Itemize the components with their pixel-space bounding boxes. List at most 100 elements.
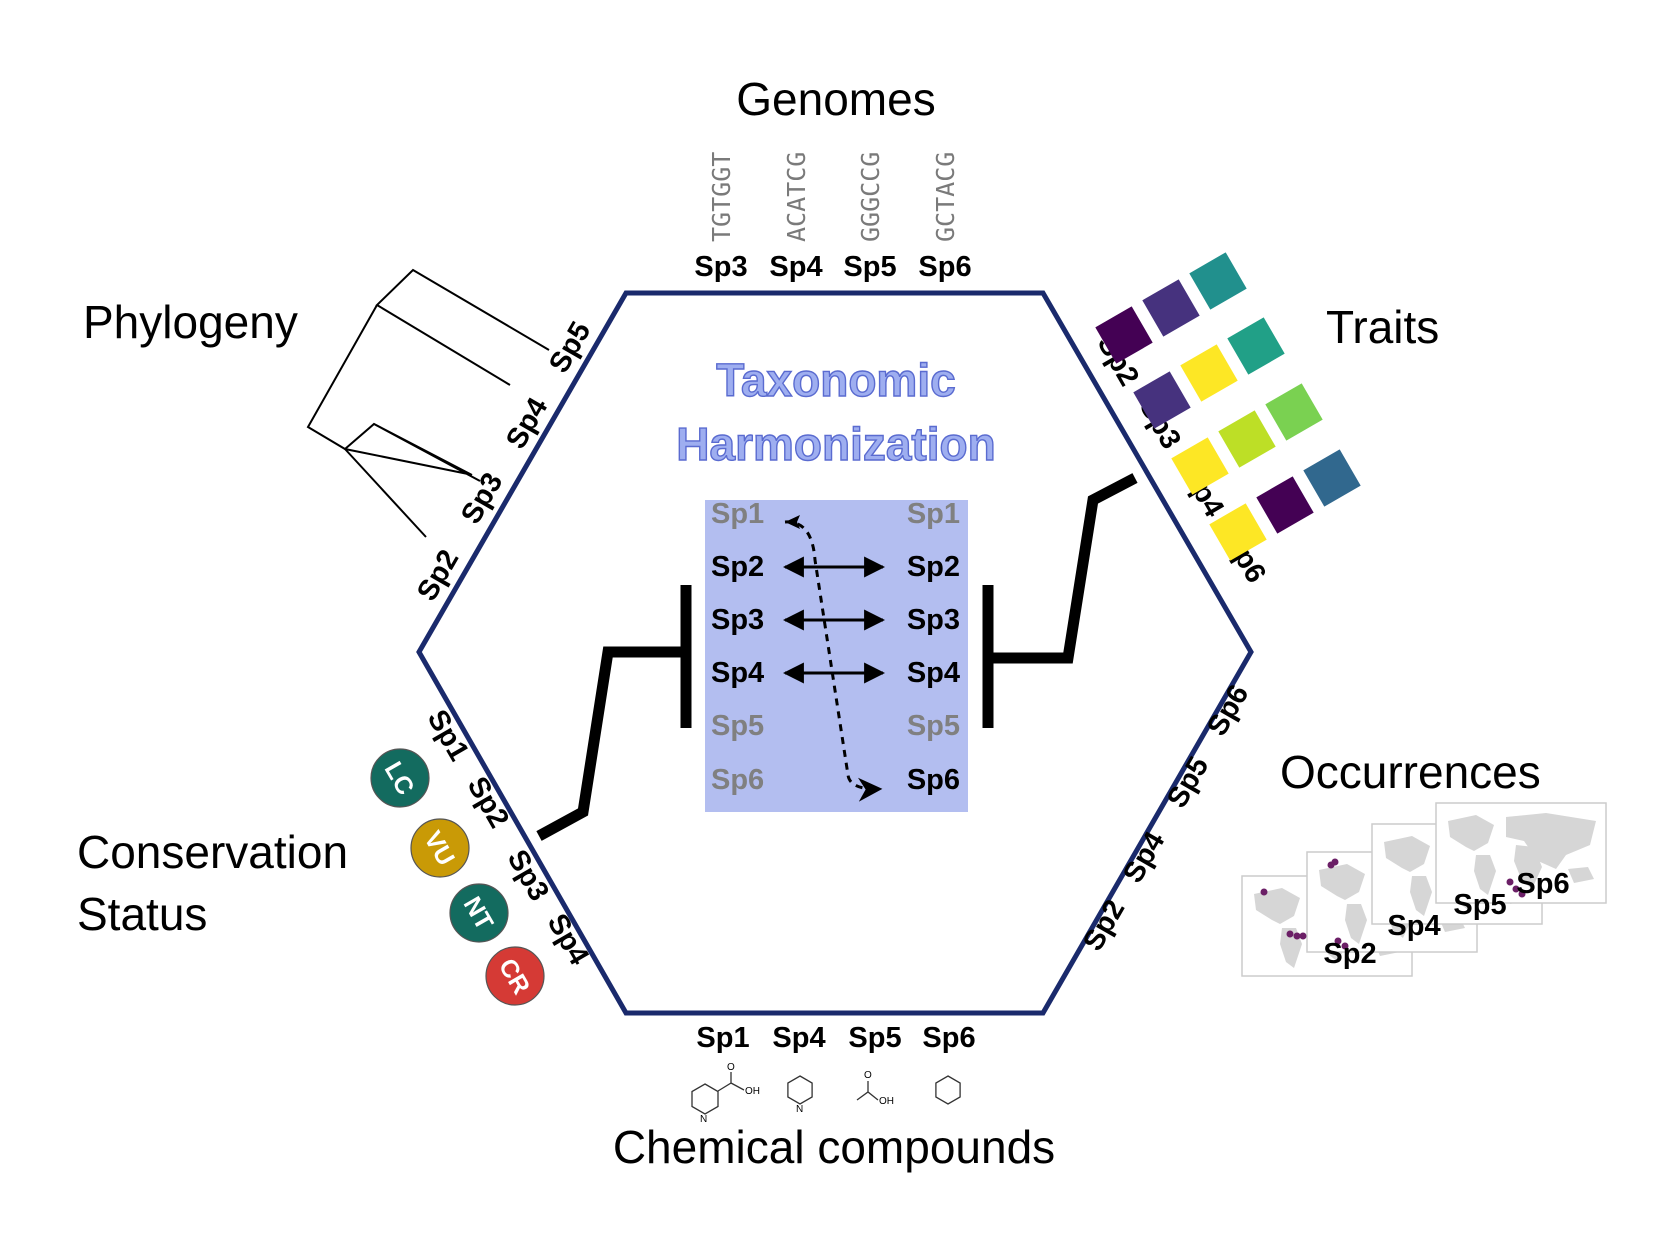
occurrence-species-sp4: Sp4 xyxy=(1387,910,1440,942)
conservation-species-sp4: Sp4 xyxy=(541,908,595,970)
chemical-species-sp1: Sp1 xyxy=(696,1022,749,1054)
chemical-species-sp4: Sp4 xyxy=(772,1022,825,1054)
occurrence-species-sp5: Sp5 xyxy=(1453,889,1506,921)
right-species-3: Sp3 xyxy=(907,604,960,636)
chemical-species-sp5: Sp5 xyxy=(848,1022,901,1054)
left-species-1: Sp1 xyxy=(711,498,764,530)
chemical-species-sp6: Sp6 xyxy=(922,1022,975,1054)
trait-cell-1-3 xyxy=(1189,252,1247,310)
right-species-5: Sp5 xyxy=(907,710,960,742)
traits-title: Traits xyxy=(1326,301,1439,353)
occurrence-point xyxy=(1506,878,1514,886)
phylogeny-title: Phylogeny xyxy=(83,296,298,348)
edge-occurrence-species-sp2: Sp2 xyxy=(1077,894,1131,956)
atom-label-1: O xyxy=(727,1062,735,1073)
occurrence-point xyxy=(1518,890,1526,898)
atom-label-5: O xyxy=(864,1070,872,1081)
edge-occurrence-species-sp5: Sp5 xyxy=(1161,751,1215,813)
genome-species-sp4: Sp4 xyxy=(769,251,822,283)
edge-occurrence-species-sp6: Sp6 xyxy=(1201,679,1255,741)
genome-species-sp6: Sp6 xyxy=(918,251,971,283)
harmonization-rows: Sp1 Sp2 Sp3 Sp4 Sp5 Sp6 Sp1 Sp2 Sp3 Sp4 Sp5 Sp6 xyxy=(711,498,960,802)
left-species-5: Sp5 xyxy=(711,710,764,742)
genome-species-sp5: Sp5 xyxy=(843,251,896,283)
center-title-line2: Harmonization xyxy=(676,418,995,470)
left-species-6: Sp6 xyxy=(711,764,764,796)
left-connector xyxy=(536,585,692,841)
conservation-title-line1: Conservation xyxy=(77,826,348,878)
trait-cell-3-2 xyxy=(1218,410,1276,468)
trait-cell-4-2 xyxy=(1256,476,1314,534)
genome-sequence-3: GGGCCG xyxy=(856,152,885,242)
trait-cell-4-1 xyxy=(1209,503,1267,561)
sp1-arrowhead xyxy=(785,515,800,529)
occurrence-map-1 xyxy=(1435,802,1607,904)
genome-sequence-2: ACATCG xyxy=(782,152,811,242)
conservation-species-sp3: Sp3 xyxy=(501,844,555,906)
conservation-species-sp1: Sp1 xyxy=(421,704,475,766)
right-species-6: Sp6 xyxy=(907,764,960,796)
status-badge-nt xyxy=(449,883,509,943)
occurrence-point xyxy=(1327,861,1335,869)
occurrence-species-sp6: Sp6 xyxy=(1516,868,1569,900)
traits-section: Sp2Sp3Sp4Sp6 xyxy=(1091,252,1361,589)
chemical-title: Chemical compounds xyxy=(613,1121,1055,1173)
trait-cell-4-3 xyxy=(1303,449,1361,507)
trait-cell-3-3 xyxy=(1265,383,1323,441)
status-badge-cr xyxy=(485,946,545,1006)
conservation-species-sp2: Sp2 xyxy=(461,771,515,833)
edge-occurrence-species-sp4: Sp4 xyxy=(1117,826,1171,888)
conservation-title-line2: Status xyxy=(77,888,207,940)
genomes-title: Genomes xyxy=(736,73,935,125)
benzene-ring xyxy=(935,1075,961,1105)
center-title-line1: Taxonomic xyxy=(716,354,955,406)
status-badge-vu xyxy=(410,818,470,878)
phylogeny-species-sp3: Sp3 xyxy=(455,467,509,529)
genome-species-sp3: Sp3 xyxy=(694,251,747,283)
phylogeny-species: Sp2 Sp3 Sp4 Sp5 xyxy=(411,316,597,606)
right-connector xyxy=(982,473,1138,728)
phylogeny-species-sp2: Sp2 xyxy=(411,544,465,606)
hexagon-outline xyxy=(416,290,1254,1016)
pyridine-ring xyxy=(787,1075,813,1105)
phylogeny-tree xyxy=(306,268,550,538)
left-species-3: Sp3 xyxy=(711,604,764,636)
occurrence-species-sp2: Sp2 xyxy=(1323,938,1376,970)
phylogeny-species-sp4: Sp4 xyxy=(500,392,554,454)
occurrence-point xyxy=(1299,932,1307,940)
occurrence-point xyxy=(1286,930,1294,938)
trait-cell-1-1 xyxy=(1095,306,1153,364)
genomes-section: Sp3 Sp4 Sp5 Sp6 TGTGGT ACATCG GGGCCG GCTACG xyxy=(694,152,971,283)
left-species-4: Sp4 xyxy=(711,657,764,689)
occurrences-title: Occurrences xyxy=(1280,746,1541,798)
trait-cell-2-1 xyxy=(1133,371,1191,429)
atom-label-4: N xyxy=(796,1104,803,1115)
trait-cell-1-2 xyxy=(1142,279,1200,337)
nicotinic-acid-ring xyxy=(691,1083,719,1115)
trait-cell-2-3 xyxy=(1227,317,1285,375)
occurrence-point xyxy=(1334,937,1342,945)
genome-sequence-1: TGTGGT xyxy=(707,152,736,242)
occurrences-section: Sp2 Sp4 Sp5 Sp6 Sp2 Sp4 Sp5 Sp6 xyxy=(1077,679,1607,977)
atom-label-2: OH xyxy=(745,1086,760,1097)
left-species-2: Sp2 xyxy=(711,551,764,583)
right-species-1: Sp1 xyxy=(907,498,960,530)
status-badge-lc xyxy=(370,748,430,808)
right-species-2: Sp2 xyxy=(907,551,960,583)
harmonization-box xyxy=(705,500,968,812)
trait-cell-2-2 xyxy=(1180,344,1238,402)
occurrence-point xyxy=(1260,888,1268,896)
genome-sequence-4: GCTACG xyxy=(931,152,960,242)
chemical-section: Sp1 Sp4 Sp5 Sp6 O OH N N O OH xyxy=(691,1022,976,1125)
atom-label-6: OH xyxy=(879,1096,894,1107)
occurrence-point xyxy=(1341,942,1349,950)
merge-dashed-arrow xyxy=(784,520,883,802)
right-species-4: Sp4 xyxy=(907,657,960,689)
phylogeny-species-sp5: Sp5 xyxy=(543,316,597,378)
occurrence-point xyxy=(1293,932,1301,940)
trait-cell-3-1 xyxy=(1171,437,1229,495)
occurrence-point xyxy=(1512,885,1520,893)
atom-label-3: N xyxy=(700,1114,707,1125)
